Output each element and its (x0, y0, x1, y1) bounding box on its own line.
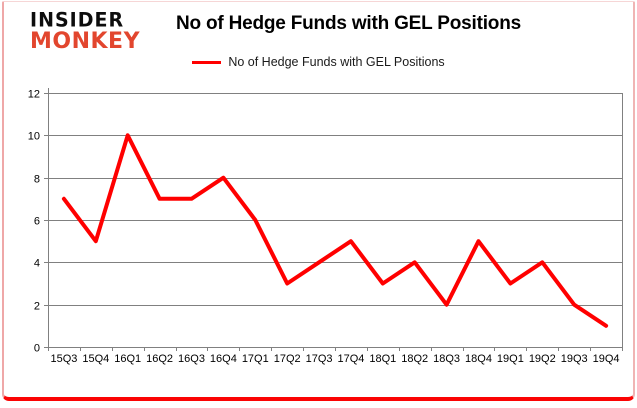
x-tick-label: 19Q4 (593, 353, 620, 365)
legend-line-swatch (192, 60, 222, 64)
chart-legend: No of Hedge Funds with GEL Positions (0, 55, 637, 69)
logo-line-insider: INSIDER (30, 8, 125, 32)
y-tick-label: 4 (34, 258, 40, 270)
x-tick-label: 18Q2 (401, 353, 428, 365)
x-tick-label: 17Q1 (242, 353, 269, 365)
x-tick-label: 15Q3 (50, 353, 77, 365)
x-tick-label: 16Q4 (210, 353, 237, 365)
x-tick-label: 17Q3 (306, 353, 333, 365)
x-tick-label: 18Q4 (465, 353, 492, 365)
y-tick-label: 6 (34, 216, 40, 228)
x-tick-label: 16Q2 (146, 353, 173, 365)
legend-label: No of Hedge Funds with GEL Positions (228, 55, 445, 69)
x-tick-label: 17Q4 (337, 353, 364, 365)
y-tick-label: 12 (28, 89, 40, 101)
y-tick-label: 2 (34, 301, 40, 313)
x-tick-label: 15Q4 (82, 353, 109, 365)
logo-line-monkey: MONKEY (30, 28, 141, 55)
x-tick-label: 19Q2 (529, 353, 556, 365)
y-tick-label: 10 (28, 131, 40, 143)
series-line (61, 133, 609, 328)
y-tick-label: 8 (34, 174, 40, 186)
x-tick-label: 18Q3 (433, 353, 460, 365)
insider-monkey-logo: INSIDER MONKEY (30, 8, 141, 55)
x-tick-label: 18Q1 (369, 353, 396, 365)
x-tick-label: 16Q1 (114, 353, 141, 365)
x-tick-label: 19Q3 (561, 353, 588, 365)
x-tick-label: 19Q1 (497, 353, 524, 365)
y-tick-label: 0 (34, 343, 40, 355)
x-tick-label: 17Q2 (274, 353, 301, 365)
chart-title: No of Hedge Funds with GEL Positions (175, 13, 521, 34)
x-tick-label: 16Q3 (178, 353, 205, 365)
